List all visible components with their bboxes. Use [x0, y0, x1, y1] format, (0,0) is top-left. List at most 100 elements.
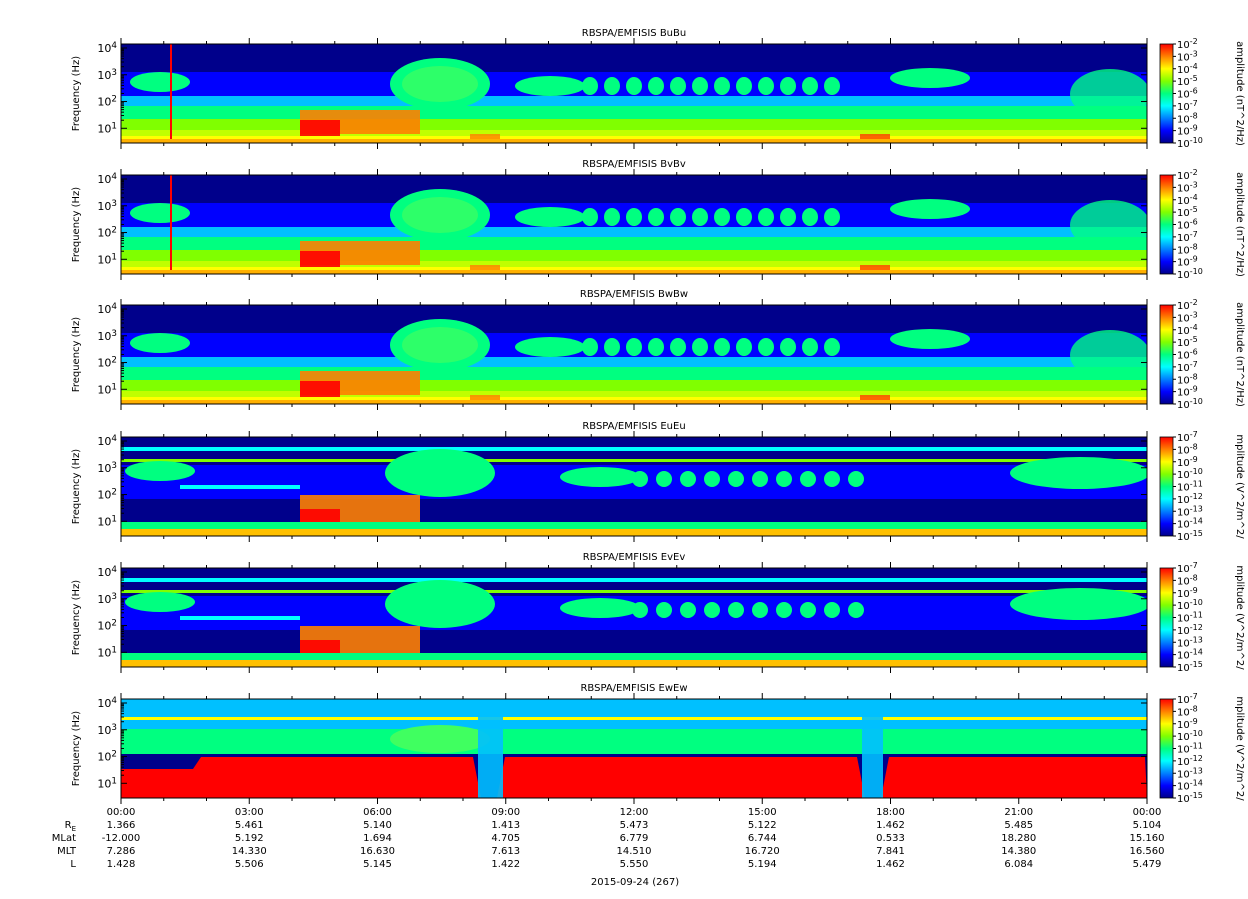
ephemeris-value: 5.145 [363, 859, 392, 870]
spectral-feature [736, 77, 752, 95]
ephemeris-value: 1.462 [876, 859, 905, 870]
spectral-band [121, 529, 1147, 536]
spectral-feature [626, 338, 642, 356]
spectral-band [860, 395, 890, 404]
spectral-feature [1070, 69, 1147, 119]
colorbar-tick-label: 10-11 [1177, 480, 1203, 494]
spectral-feature [670, 338, 686, 356]
x-tick-label: 15:00 [748, 807, 777, 818]
spectral-feature [582, 338, 598, 356]
colorbar-tick-label: 10-10 [1177, 136, 1203, 150]
colorbar-tick-label: 10-7 [1177, 430, 1198, 444]
spectral-feature [1070, 330, 1147, 380]
spectrogram-image [121, 699, 1147, 798]
colorbar-tick-label: 10-14 [1177, 517, 1203, 531]
ephemeris-value: 1.413 [491, 820, 520, 831]
y-tick-label: 101 [97, 252, 117, 266]
spectral-band [121, 459, 1147, 462]
y-tick-label: 103 [97, 592, 117, 606]
spectral-feature [692, 338, 708, 356]
spectral-feature [752, 471, 768, 487]
spectrogram-image [121, 437, 1147, 536]
spectral-band [121, 578, 1147, 582]
colorbar-tick-label: 10-10 [1177, 729, 1203, 743]
spectral-feature [1010, 588, 1147, 620]
ephemeris-value: 14.380 [1001, 846, 1036, 857]
ephemeris-value: 5.473 [620, 820, 649, 831]
x-tick-label: 12:00 [620, 807, 649, 818]
colorbar-tick-label: 10-6 [1177, 348, 1198, 362]
spectral-feature [582, 77, 598, 95]
spectral-feature [824, 471, 840, 487]
spectral-band [121, 522, 1147, 529]
ephemeris-value: 5.461 [235, 820, 264, 831]
spectral-feature [680, 471, 696, 487]
colorbar-label: amplitude (nT^2/Hz) [1234, 41, 1245, 146]
colorbar-tick-label: 10-4 [1177, 323, 1198, 337]
colorbar-tick-label: 10-11 [1177, 742, 1203, 756]
spectral-feature [890, 68, 970, 88]
spectral-band [121, 139, 1147, 143]
spectral-band [121, 699, 1147, 729]
ephemeris-value: 16.720 [745, 846, 780, 857]
spectral-feature [515, 207, 585, 227]
spectral-feature [780, 208, 796, 226]
colorbar-tick-label: 10-2 [1177, 37, 1198, 51]
spectral-band [170, 175, 172, 274]
ephemeris-value: 5.194 [748, 859, 777, 870]
spectral-feature [604, 338, 620, 356]
colorbar-tick-label: 10-9 [1177, 455, 1198, 469]
panel-title: RBSPA/EMFISIS EwEw [580, 683, 687, 694]
spectral-band [860, 265, 890, 274]
ephemeris-value: -12.000 [102, 833, 141, 844]
colorbar-tick-label: 10-4 [1177, 62, 1198, 76]
spectrogram-panel-5: RBSPA/EMFISIS EvEv 101 102 103 104 Frequency … [71, 552, 1245, 674]
spectral-feature [692, 77, 708, 95]
colorbar-tick-label: 10-6 [1177, 87, 1198, 101]
y-tick-label: 103 [97, 723, 117, 737]
spectral-feature [728, 602, 744, 618]
colorbar-tick-label: 10-2 [1177, 168, 1198, 182]
colorbar-tick-label: 10-5 [1177, 335, 1198, 349]
spectral-band [121, 270, 1147, 274]
spectral-feature [648, 338, 664, 356]
y-tick-label: 101 [97, 514, 117, 528]
spectrogram-panel-2: RBSPA/EMFISIS BvBv 101 102 103 104 Frequency … [71, 159, 1245, 281]
ephemeris-value: 4.705 [491, 833, 520, 844]
spectral-feature [800, 471, 816, 487]
spectral-feature [130, 203, 190, 223]
panel-title: RBSPA/EMFISIS BuBu [582, 28, 686, 39]
y-tick-label: 103 [97, 199, 117, 213]
spectral-band [470, 395, 500, 404]
colorbar-label: amplitude (nT^2/Hz) [1234, 172, 1245, 277]
colorbar-tick-label: 10-8 [1177, 704, 1198, 718]
colorbar-gradient [1159, 436, 1174, 537]
ephemeris-value: 5.140 [363, 820, 392, 831]
spectral-feature [776, 602, 792, 618]
spectral-feature [714, 208, 730, 226]
ephemeris-value: 5.104 [1133, 820, 1162, 831]
spectral-band [170, 44, 172, 143]
colorbar-tick-label: 10-15 [1177, 791, 1203, 805]
ephemeris-value: 1.462 [876, 820, 905, 831]
spectral-feature [758, 77, 774, 95]
x-tick-label: 09:00 [491, 807, 520, 818]
spectral-band [121, 653, 1147, 660]
spectrogram-image [121, 44, 1147, 143]
ephemeris-value: 6.779 [620, 833, 649, 844]
spectral-band [121, 660, 1147, 667]
y-tick-label: 101 [97, 121, 117, 135]
ephemeris-value: 14.510 [617, 846, 652, 857]
ephemeris-value: 16.560 [1130, 846, 1165, 857]
colorbar-tick-label: 10-7 [1177, 230, 1198, 244]
spectral-feature [728, 471, 744, 487]
spectral-band [121, 400, 1147, 404]
spectral-feature [656, 471, 672, 487]
spectral-feature [402, 327, 478, 363]
spectral-band [470, 134, 500, 143]
y-tick-label: 102 [97, 226, 117, 240]
panel-title: RBSPA/EMFISIS BwBw [580, 289, 688, 300]
spectral-feature [515, 337, 585, 357]
spectral-feature [704, 471, 720, 487]
y-tick-label: 104 [97, 565, 117, 579]
